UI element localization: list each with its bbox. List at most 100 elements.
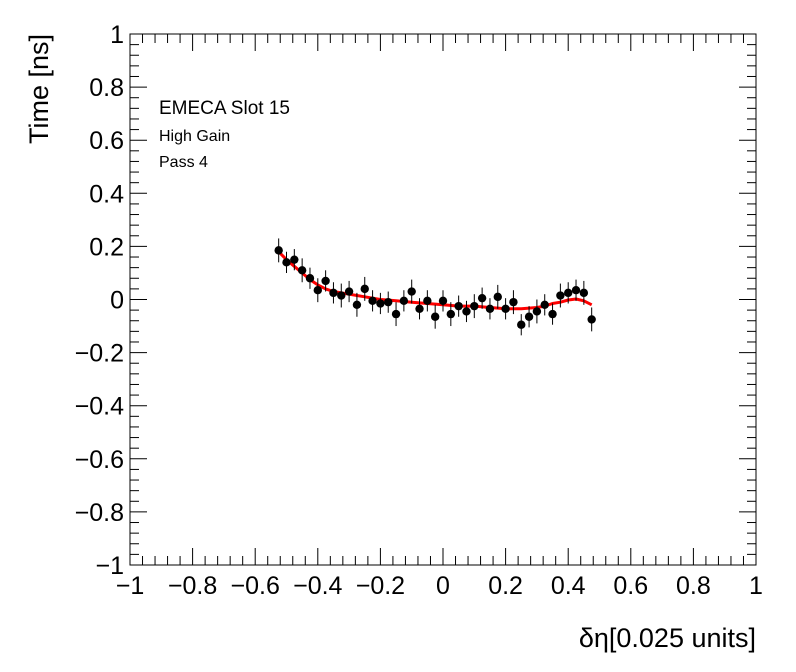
point-marker	[415, 304, 424, 313]
point-marker	[485, 304, 495, 313]
y-tick-label: −0.4	[75, 393, 124, 421]
point-marker	[384, 297, 393, 307]
x-tick-label: 0	[436, 572, 450, 600]
point-marker	[564, 288, 573, 298]
x-tick-label: 0.2	[488, 572, 523, 600]
data-point	[430, 304, 440, 329]
data-point	[587, 307, 596, 332]
data-point	[399, 290, 409, 312]
point-marker	[407, 287, 416, 296]
point-marker	[571, 286, 581, 295]
data-point	[321, 270, 330, 292]
y-tick-label: 0.2	[89, 233, 124, 261]
data-point	[548, 303, 557, 325]
point-marker	[501, 304, 510, 313]
data-point	[524, 306, 534, 328]
point-marker	[509, 297, 518, 307]
data-point	[313, 278, 322, 303]
data-point	[329, 282, 338, 304]
y-tick-label: −0.2	[75, 340, 124, 368]
y-tick-label: 0	[110, 287, 124, 315]
data-point	[305, 267, 315, 289]
point-marker	[329, 288, 338, 298]
data-point	[501, 298, 510, 320]
data-point	[297, 258, 307, 283]
point-marker	[532, 307, 542, 316]
point-marker	[297, 266, 307, 275]
data-point	[282, 251, 291, 273]
point-marker	[337, 291, 346, 300]
x-tick-label: 1	[749, 572, 763, 600]
data-point	[556, 283, 565, 308]
data-point	[384, 291, 393, 313]
data-point	[454, 295, 463, 317]
point-marker	[430, 312, 440, 321]
point-marker	[517, 320, 526, 329]
y-tick-labels: −1 −0.8 −0.6 −0.4 −0.2 0 0.2 0.4 0.6 0.8 1	[75, 21, 124, 580]
data-point	[290, 249, 299, 271]
data-point	[415, 298, 424, 320]
data-point	[368, 290, 377, 312]
point-marker	[344, 287, 354, 296]
point-marker	[290, 255, 299, 264]
y-tick-label: −0.8	[75, 499, 124, 527]
point-marker	[399, 296, 409, 306]
x-tick-label: 0.8	[676, 572, 711, 600]
point-marker	[446, 309, 456, 319]
data-point	[337, 283, 346, 308]
data-point	[407, 279, 416, 304]
point-marker	[438, 296, 448, 306]
point-marker	[313, 286, 322, 295]
point-marker	[540, 300, 549, 310]
y-tick-label: −1	[95, 552, 124, 580]
y-tick-label: 0.6	[89, 127, 124, 155]
point-marker	[376, 299, 385, 308]
point-marker	[352, 300, 362, 310]
data-point	[274, 238, 283, 263]
x-tick-label: 0.6	[613, 572, 648, 600]
x-tick-label: −0.6	[231, 572, 280, 600]
data-point	[376, 292, 385, 315]
point-marker	[391, 309, 401, 319]
y-tick-label: −0.6	[75, 446, 124, 474]
y-tick-label: 0.8	[89, 74, 124, 102]
data-point	[485, 298, 495, 320]
point-marker	[579, 288, 589, 298]
data-point	[579, 280, 589, 305]
data-point	[564, 282, 573, 304]
y-tick-label: 0.4	[89, 180, 124, 208]
point-marker	[305, 274, 315, 283]
data-point	[462, 300, 471, 323]
point-marker	[423, 296, 432, 306]
x-tick-label: −0.2	[356, 572, 405, 600]
point-marker	[477, 293, 487, 303]
x-tick-label: −0.8	[168, 572, 217, 600]
point-marker	[470, 301, 479, 311]
x-axis-title: δη[0.025 units]	[579, 623, 756, 653]
point-marker	[556, 291, 565, 300]
point-marker	[368, 296, 377, 306]
data-point	[438, 290, 448, 312]
data-point	[571, 279, 581, 301]
point-marker	[282, 258, 291, 267]
annotation-pass: Pass 4	[159, 154, 208, 171]
x-tick-label: −0.4	[293, 572, 342, 600]
point-marker	[524, 312, 534, 321]
point-marker	[493, 292, 502, 302]
annotation-gain: High Gain	[159, 128, 230, 145]
point-marker	[548, 309, 557, 319]
data-point	[446, 302, 456, 327]
data-point	[352, 292, 362, 317]
data-points-layer	[274, 238, 596, 336]
data-point	[423, 290, 432, 312]
axis-ticks	[129, 33, 757, 566]
data-point	[540, 294, 549, 316]
point-marker	[360, 284, 369, 294]
point-marker	[587, 315, 596, 324]
point-marker	[274, 246, 283, 255]
data-point	[344, 280, 354, 303]
data-point	[493, 284, 502, 309]
data-point	[391, 302, 401, 327]
point-marker	[454, 301, 463, 311]
